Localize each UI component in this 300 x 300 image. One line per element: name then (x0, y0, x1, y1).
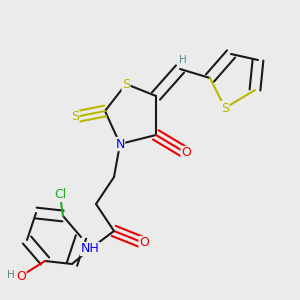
Text: NH: NH (81, 242, 99, 256)
Text: S: S (122, 77, 130, 91)
Text: O: O (139, 236, 149, 250)
Text: H: H (7, 269, 14, 280)
Text: O: O (16, 269, 26, 283)
Text: N: N (115, 137, 125, 151)
Text: O: O (181, 146, 191, 160)
Text: H: H (179, 55, 187, 65)
Text: S: S (71, 110, 79, 124)
Text: Cl: Cl (54, 188, 66, 202)
Text: S: S (221, 101, 229, 115)
